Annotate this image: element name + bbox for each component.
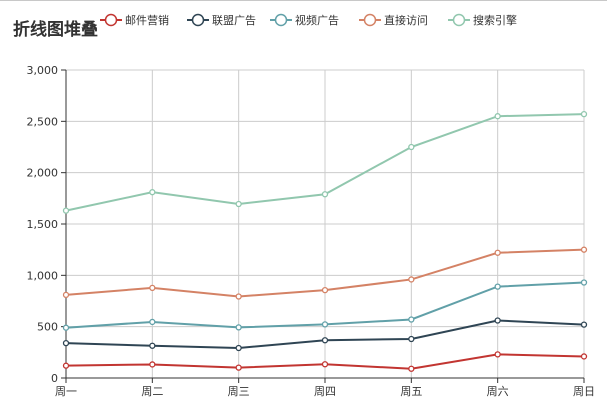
legend-item-2[interactable]: 联盟广告 bbox=[187, 13, 256, 27]
x-tick-label: 周六 bbox=[487, 385, 509, 398]
data-point[interactable] bbox=[149, 284, 156, 292]
data-point[interactable] bbox=[321, 321, 329, 328]
legend-item-4[interactable]: 直接访问 bbox=[359, 13, 428, 27]
data-point[interactable] bbox=[408, 365, 415, 372]
axes: 0 500 1,000 1,500 2,000 2,500 3,000 周一 周二 周三 周四 周五 周… bbox=[27, 64, 596, 398]
data-point[interactable] bbox=[580, 321, 588, 328]
data-point[interactable] bbox=[62, 291, 70, 298]
legend-marker-icon bbox=[452, 13, 466, 27]
data-point[interactable] bbox=[235, 324, 242, 331]
data-point[interactable] bbox=[321, 361, 329, 368]
data-point[interactable] bbox=[580, 110, 588, 118]
legend-marker-icon bbox=[274, 13, 288, 27]
data-point[interactable] bbox=[494, 113, 501, 120]
data-point[interactable] bbox=[408, 335, 415, 343]
data-point[interactable] bbox=[149, 361, 156, 368]
x-tick-label: 周日 bbox=[573, 385, 595, 398]
data-point[interactable] bbox=[62, 362, 70, 369]
y-tick-label: 1,500 bbox=[27, 218, 59, 231]
y-tick-label: 3,000 bbox=[27, 64, 59, 77]
top-border bbox=[0, 0, 607, 1]
series-lines bbox=[62, 110, 588, 372]
data-point[interactable] bbox=[235, 293, 242, 300]
grid bbox=[66, 69, 585, 378]
data-point[interactable] bbox=[494, 283, 501, 290]
data-point[interactable] bbox=[149, 318, 156, 326]
legend-marker-icon bbox=[191, 13, 205, 27]
y-tick-label: 500 bbox=[37, 321, 58, 334]
data-point[interactable] bbox=[494, 351, 501, 358]
y-tick-label: 2,000 bbox=[27, 167, 59, 180]
legend-marker-icon bbox=[104, 13, 118, 27]
data-point[interactable] bbox=[149, 189, 156, 196]
x-tick-label: 周一 bbox=[55, 385, 77, 398]
data-point[interactable] bbox=[62, 207, 70, 214]
legend-item-3[interactable]: 视频广告 bbox=[270, 13, 339, 27]
x-tick-label: 周四 bbox=[314, 385, 336, 398]
data-point[interactable] bbox=[408, 316, 415, 323]
x-tick-label: 周二 bbox=[141, 385, 163, 398]
data-point[interactable] bbox=[408, 276, 415, 283]
data-point[interactable] bbox=[235, 200, 242, 208]
legend: 邮件营销 联盟广告 视频广告 直接访问 搜索引擎 bbox=[100, 13, 517, 27]
y-tick-label: 1,000 bbox=[27, 269, 59, 282]
y-tick-label: 0 bbox=[51, 372, 58, 385]
data-point[interactable] bbox=[494, 317, 501, 324]
legend-label: 搜索引擎 bbox=[473, 13, 517, 27]
data-point[interactable] bbox=[494, 249, 501, 256]
data-point[interactable] bbox=[321, 337, 329, 344]
data-point[interactable] bbox=[321, 191, 329, 198]
data-point[interactable] bbox=[62, 339, 70, 347]
legend-item-5[interactable]: 搜索引擎 bbox=[448, 13, 517, 27]
chart-title: 折线图堆叠 bbox=[13, 20, 98, 40]
data-point[interactable] bbox=[321, 286, 329, 294]
x-tick-label: 周五 bbox=[400, 385, 422, 398]
legend-item-1[interactable]: 邮件营销 bbox=[100, 13, 169, 27]
data-point[interactable] bbox=[235, 344, 242, 352]
data-point[interactable] bbox=[408, 143, 415, 151]
data-point[interactable] bbox=[235, 364, 242, 371]
y-tick-label: 2,500 bbox=[27, 115, 59, 128]
legend-label: 联盟广告 bbox=[212, 14, 256, 27]
x-tick-label: 周三 bbox=[228, 385, 250, 398]
legend-label: 邮件营销 bbox=[125, 13, 169, 27]
data-point[interactable] bbox=[62, 324, 70, 331]
data-point[interactable] bbox=[580, 353, 588, 360]
data-point[interactable] bbox=[580, 246, 588, 253]
legend-label: 直接访问 bbox=[384, 13, 428, 27]
data-point[interactable] bbox=[580, 279, 588, 286]
data-point[interactable] bbox=[149, 342, 156, 349]
legend-marker-icon bbox=[363, 13, 377, 27]
legend-label: 视频广告 bbox=[295, 13, 339, 27]
